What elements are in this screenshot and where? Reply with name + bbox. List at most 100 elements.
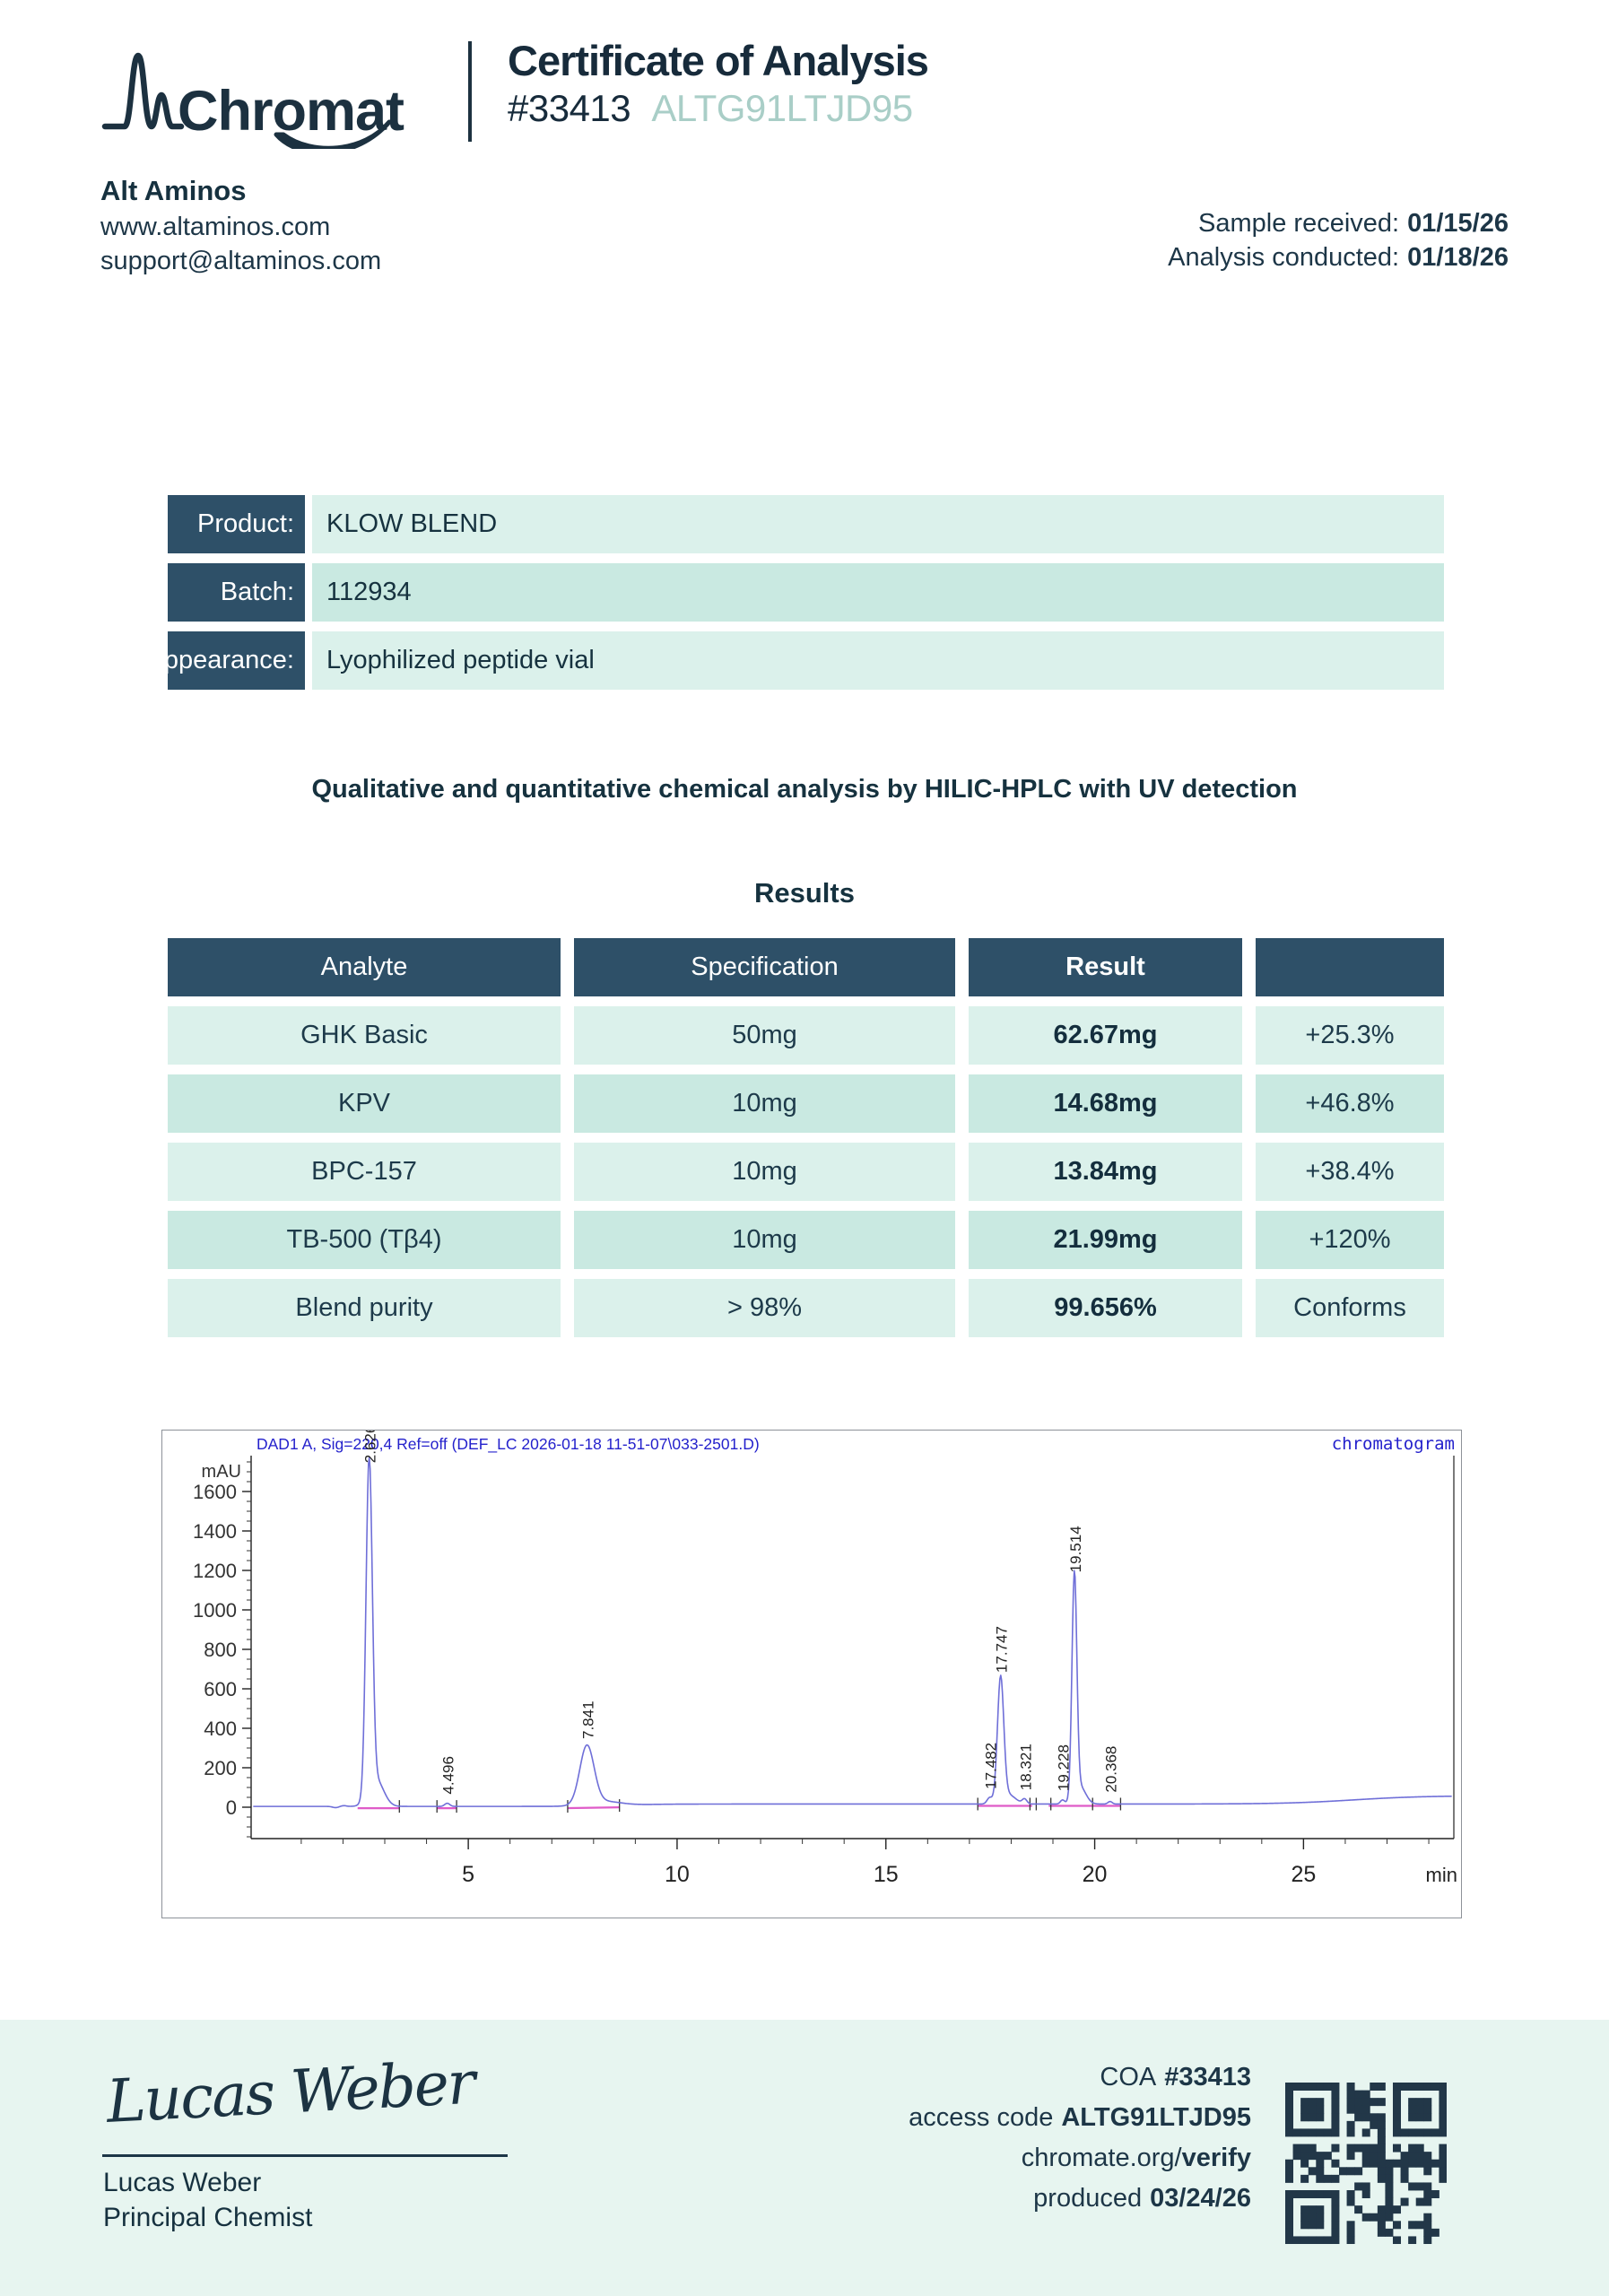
sample-received-label: Sample received: [1198,209,1400,238]
delta-cell: +38.4% [1256,1143,1444,1201]
svg-text:15: 15 [874,1862,899,1887]
spec-cell: 10mg [574,1074,955,1133]
client-name: Alt Aminos [100,175,247,206]
svg-text:1400: 1400 [193,1520,237,1543]
qr-code [1285,2083,1448,2245]
svg-text:25: 25 [1291,1862,1316,1887]
coa-line: COA #33413 [909,2057,1251,2098]
svg-text:200: 200 [204,1757,237,1779]
delta-cell: +25.3% [1256,1006,1444,1065]
access-code-label: access code [909,2103,1054,2132]
column-header-specification: Specification [574,938,955,996]
results-heading: Results [754,877,855,909]
coa-number-value: #33413 [1164,2063,1251,2092]
svg-text:10: 10 [665,1862,690,1887]
result-cell: 62.67mg [969,1006,1242,1065]
svg-text:17.482: 17.482 [982,1743,999,1789]
analyte-cell: Blend purity [168,1279,561,1337]
table-row: Batch: 112934 [168,563,1444,622]
svg-text:Lucas Weber: Lucas Weber [104,2048,481,2136]
page-title: Certificate of Analysis [508,37,929,84]
coa-number: #33413 [508,87,631,129]
sample-received-line: Sample received: 01/15/26 [1168,206,1509,240]
access-code-line: access code ALTG91LTJD95 [909,2098,1251,2138]
produced-line: produced 03/24/26 [909,2179,1251,2219]
svg-text:19.514: 19.514 [1067,1526,1084,1572]
analyte-cell: BPC-157 [168,1143,561,1201]
svg-text:600: 600 [204,1678,237,1700]
header-divider [468,41,472,142]
analyte-cell: KPV [168,1074,561,1133]
spec-cell: 10mg [574,1211,955,1269]
table-row: Product: KLOW BLEND [168,495,1444,553]
signer-title: Principal Chemist [103,2203,313,2232]
chromatogram-chart: DAD1 A, Sig=220,4 Ref=off (DEF_LC 2026-0… [161,1425,1462,1918]
coa-subtitle: #33413 ALTG91LTJD95 [508,86,928,131]
spec-cell: 50mg [574,1006,955,1065]
client-block: Alt Aminos www.altaminos.com support@alt… [100,172,381,278]
product-value: KLOW BLEND [312,495,1444,553]
produced-label: produced [1033,2184,1143,2213]
sample-received-value: 01/15/26 [1407,209,1509,238]
analyte-cell: TB-500 (Tβ4) [168,1211,561,1269]
produced-date-value: 03/24/26 [1150,2184,1251,2213]
analysis-conducted-line: Analysis conducted: 01/18/26 [1168,240,1509,274]
result-cell: 21.99mg [969,1211,1242,1269]
verify-url-bold: verify [1181,2144,1251,2172]
svg-text:5: 5 [462,1862,474,1887]
spec-cell: > 98% [574,1279,955,1337]
result-cell: 13.84mg [969,1143,1242,1201]
chromate-logo: Chromate [100,41,435,155]
analysis-conducted-label: Analysis conducted: [1168,243,1400,272]
verify-url-prefix: chromate.org/ [1021,2144,1182,2172]
svg-text:19.228: 19.228 [1056,1744,1073,1791]
analyte-cell: GHK Basic [168,1006,561,1065]
svg-text:0: 0 [226,1796,237,1819]
appearance-value: Lyophilized peptide vial [312,631,1444,690]
chromatogram-peak-icon [101,52,185,130]
spec-cell: 10mg [574,1143,955,1201]
client-website-link[interactable]: www.altaminos.com [100,213,331,241]
svg-text:7.841: 7.841 [579,1700,596,1739]
delta-cell: +46.8% [1256,1074,1444,1133]
svg-text:2.626: 2.626 [362,1431,379,1463]
signature-underline [102,2154,508,2157]
coa-access-code: ALTG91LTJD95 [651,87,913,129]
delta-cell: +120% [1256,1211,1444,1269]
result-cell: 99.656% [969,1279,1242,1337]
verify-url-link[interactable]: chromate.org/verify [909,2138,1251,2179]
svg-text:DAD1 A, Sig=220,4 Ref=off (DEF: DAD1 A, Sig=220,4 Ref=off (DEF_LC 2026-0… [257,1435,760,1454]
table-row: Appearance: Lyophilized peptide vial [147,631,1444,690]
signature: Lucas Weber [100,2039,522,2154]
results-table: Analyte Specification Result GHK Basic 5… [168,938,1444,1337]
batch-label: Batch: [168,563,305,622]
appearance-label: Appearance: [147,631,305,690]
result-cell: 14.68mg [969,1074,1242,1133]
logo-wordmark: Chromate [178,80,405,143]
method-description: Qualitative and quantitative chemical an… [311,775,1298,804]
product-info-table: Product: KLOW BLEND Batch: 112934 Appear… [147,495,1444,700]
delta-cell: Conforms [1256,1279,1444,1337]
svg-text:800: 800 [204,1639,237,1661]
svg-text:18.321: 18.321 [1017,1744,1034,1790]
svg-text:17.747: 17.747 [994,1626,1011,1673]
svg-text:20: 20 [1083,1862,1108,1887]
footer-band: Lucas Weber Lucas Weber Principal Chemis… [0,2020,1609,2296]
svg-text:1600: 1600 [193,1481,237,1503]
signer-name: Lucas Weber [103,2168,262,2197]
svg-text:min: min [1426,1864,1457,1886]
svg-text:mAU: mAU [202,1462,241,1482]
client-email-link[interactable]: support@altaminos.com [100,247,382,275]
svg-text:1000: 1000 [193,1599,237,1622]
svg-text:chromatogram: chromatogram [1332,1434,1455,1454]
verification-block: COA #33413 access code ALTG91LTJD95 chroma… [909,2057,1251,2219]
svg-text:400: 400 [204,1718,237,1740]
column-header-blank [1256,938,1444,996]
svg-text:1200: 1200 [193,1560,237,1582]
coa-label: COA [1100,2063,1157,2092]
access-code-value: ALTG91LTJD95 [1061,2103,1251,2132]
svg-text:4.496: 4.496 [440,1756,457,1795]
column-header-analyte: Analyte [168,938,561,996]
svg-text:20.368: 20.368 [1103,1746,1120,1793]
